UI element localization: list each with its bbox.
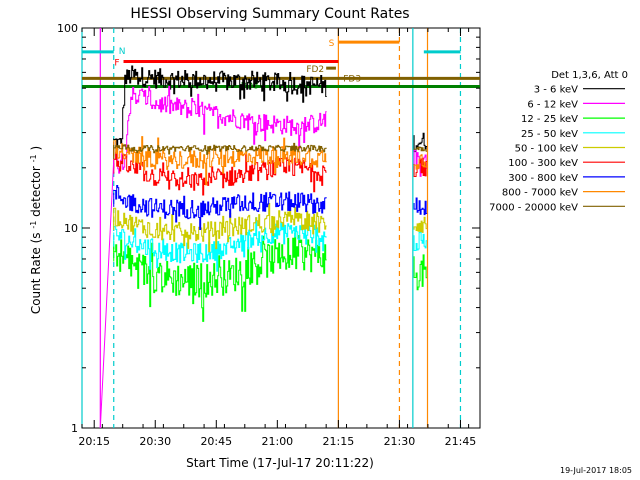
series-trace	[413, 254, 428, 291]
x-tick-label: 20:30	[139, 435, 171, 448]
x-tick-label: 20:45	[200, 435, 232, 448]
series-trace	[113, 85, 327, 174]
legend-label: 12 - 25 keV	[521, 114, 578, 125]
series-trace	[113, 142, 327, 155]
flag-label: FD2	[306, 65, 324, 75]
series-trace	[413, 231, 428, 251]
legend-label: 50 - 100 keV	[515, 144, 579, 155]
x-tick-label: 21:45	[445, 435, 477, 448]
series-trace	[413, 154, 428, 170]
series-trace	[113, 65, 327, 151]
x-tick-label: 21:30	[384, 435, 416, 448]
legend-title: Det 1,3,6, Att 0	[551, 70, 628, 81]
legend-label: 3 - 6 keV	[534, 85, 578, 96]
legend-label: 800 - 7000 keV	[502, 188, 578, 199]
flag-label: N	[119, 47, 126, 57]
x-tick-label: 20:15	[78, 435, 110, 448]
svg-text:Count Rate (s -1: Count Rate (s -1 detector -1 )	[29, 146, 44, 314]
legend-label: 25 - 50 keV	[521, 129, 578, 140]
legend-label: 6 - 12 keV	[527, 99, 578, 110]
x-tick-label: 21:15	[323, 435, 355, 448]
ylabel-part-mid: detector	[29, 166, 43, 217]
legend-label: 7000 - 20000 keV	[489, 202, 578, 213]
series-trace	[413, 146, 428, 152]
magenta-edge	[99, 159, 115, 429]
ylabel-sup-2: -1	[29, 154, 38, 162]
x-tick-label: 21:00	[261, 435, 293, 448]
series-trace	[413, 132, 428, 153]
legend: Det 1,3,6, Att 0 3 - 6 keV 6 - 12 keV 12 - …	[489, 70, 628, 213]
legend-label: 300 - 800 keV	[508, 173, 578, 184]
y-tick-label: 10	[64, 222, 78, 235]
ylabel-part-main: Count Rate (s	[29, 232, 43, 314]
flag-label: S	[329, 39, 335, 49]
y-axis-label: Count Rate (s -1 detector -1 )	[29, 146, 44, 314]
y-tick-label: 1	[71, 422, 78, 435]
series-trace	[113, 203, 327, 253]
series-trace	[413, 216, 428, 233]
series-trace	[113, 233, 327, 322]
series-trace	[113, 185, 327, 230]
footer-date: 19-Jul-2017 18:05	[559, 466, 632, 475]
ylabel-part-end: )	[29, 146, 43, 151]
y-tick-label: 100	[57, 22, 78, 35]
flag-label: FD3	[343, 74, 361, 84]
x-axis-label: Start Time (17-Jul-17 20:11:22)	[186, 456, 374, 470]
chart-title: HESSI Observing Summary Count Rates	[130, 6, 409, 22]
flag-label: F	[114, 58, 119, 68]
series-trace	[113, 217, 327, 272]
series-trace	[413, 197, 428, 216]
ylabel-sup-1: -1	[29, 221, 38, 229]
legend-label: 100 - 300 keV	[508, 158, 578, 169]
